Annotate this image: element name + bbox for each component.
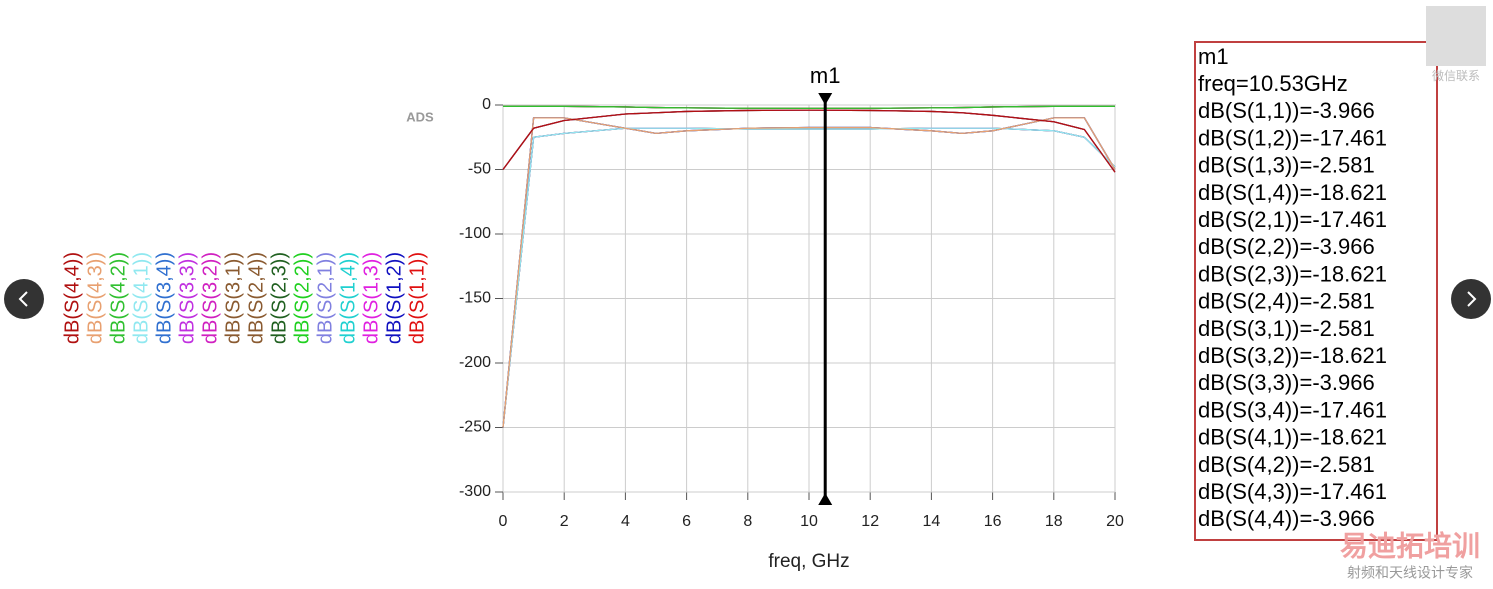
y-tick-label: -100	[459, 225, 491, 242]
legend-entry: dB(S(3,3))	[176, 252, 198, 344]
y-tick-label: -50	[468, 161, 491, 178]
x-tick-label: 12	[861, 513, 879, 530]
marker-bottom	[818, 493, 833, 505]
x-tick-label: 4	[621, 513, 630, 530]
marker-readout: dB(S(4,3))=-17.461	[1198, 479, 1387, 504]
next-button[interactable]	[1451, 279, 1491, 319]
x-tick-label: 16	[984, 513, 1002, 530]
y-tick-label: -150	[459, 290, 491, 307]
legend-entry: dB(S(4,4))	[61, 252, 83, 344]
series-line	[503, 105, 1115, 110]
watermark-contact: 微信联系	[1432, 69, 1480, 83]
marker-readout: dB(S(3,3))=-3.966	[1198, 370, 1375, 395]
next-chevron[interactable]	[1467, 291, 1477, 307]
legend-entry: dB(S(4,1))	[130, 252, 152, 344]
watermark-brand: 易迪拓培训	[1340, 529, 1480, 561]
marker-readout: dB(S(4,2))=-2.581	[1198, 452, 1375, 477]
marker-top	[818, 93, 833, 105]
legend-entry: dB(S(2,1))	[314, 252, 336, 344]
marker-readout: dB(S(3,2))=-18.621	[1198, 343, 1387, 368]
legend-entry: dB(S(2,3))	[268, 252, 290, 344]
marker-readout: dB(S(4,4))=-3.966	[1198, 506, 1375, 531]
legend-entry: dB(S(4,2))	[107, 252, 129, 344]
legend-entry: dB(S(4,3))	[84, 252, 106, 344]
marker-readout: dB(S(2,4))=-2.581	[1198, 289, 1375, 314]
x-tick-label: 10	[800, 513, 818, 530]
y-tick-label: -200	[459, 354, 491, 371]
y-tick-label: -300	[459, 483, 491, 500]
x-tick-label: 14	[923, 513, 941, 530]
series-line	[502, 117, 1116, 428]
prev-button-circle[interactable]	[4, 279, 44, 319]
x-tick-label: 18	[1045, 513, 1063, 530]
marker-readout: dB(S(2,2))=-3.966	[1198, 234, 1375, 259]
y-tick-label: -250	[459, 419, 491, 436]
marker-readout: dB(S(1,3))=-2.581	[1198, 153, 1375, 178]
legend-entry: dB(S(3,1))	[222, 252, 244, 344]
legend-entry: dB(S(1,1))	[406, 252, 428, 344]
marker-label: m1	[810, 63, 841, 88]
marker-readout: dB(S(1,4))=-18.621	[1198, 180, 1387, 205]
legend-entry: dB(S(2,2))	[291, 252, 313, 344]
marker-readout: dB(S(3,1))=-2.581	[1198, 316, 1375, 341]
prev-button[interactable]	[4, 279, 44, 319]
x-axis-label: freq, GHz	[768, 551, 849, 572]
x-tick-label: 6	[682, 513, 691, 530]
marker-readout: dB(S(2,1))=-17.461	[1198, 207, 1387, 232]
qr-code	[1426, 6, 1486, 66]
marker-readout: dB(S(1,1))=-3.966	[1198, 98, 1375, 123]
marker-readout: dB(S(2,3))=-18.621	[1198, 261, 1387, 286]
legend-entry: dB(S(1,3))	[360, 252, 382, 344]
x-tick-label: 2	[560, 513, 569, 530]
legend-entry: dB(S(1,2))	[383, 252, 405, 344]
x-tick-label: 20	[1106, 513, 1124, 530]
legend-entry: dB(S(3,2))	[199, 252, 221, 344]
legend-entry: dB(S(1,4))	[337, 252, 359, 344]
legend-entry: dB(S(3,4))	[153, 252, 175, 344]
watermark-slogan: 射频和天线设计专家	[1347, 565, 1473, 581]
marker-readout: dB(S(4,1))=-18.621	[1198, 425, 1387, 450]
marker-readout: freq=10.53GHz	[1198, 71, 1348, 96]
marker-readout: dB(S(3,4))=-17.461	[1198, 397, 1387, 422]
series-line	[502, 127, 1116, 428]
y-tick-label: 0	[482, 96, 491, 113]
marker-readout: m1	[1198, 44, 1229, 69]
x-tick-label: 8	[743, 513, 752, 530]
marker-box	[1194, 41, 1438, 541]
legend-entry: dB(S(2,4))	[245, 252, 267, 344]
prev-chevron[interactable]	[18, 291, 28, 307]
marker-readout: dB(S(1,2))=-17.461	[1198, 125, 1387, 150]
brand-label: ADS	[406, 109, 434, 124]
x-tick-label: 0	[499, 513, 508, 530]
series-line	[502, 109, 1116, 173]
next-button-circle[interactable]	[1451, 279, 1491, 319]
